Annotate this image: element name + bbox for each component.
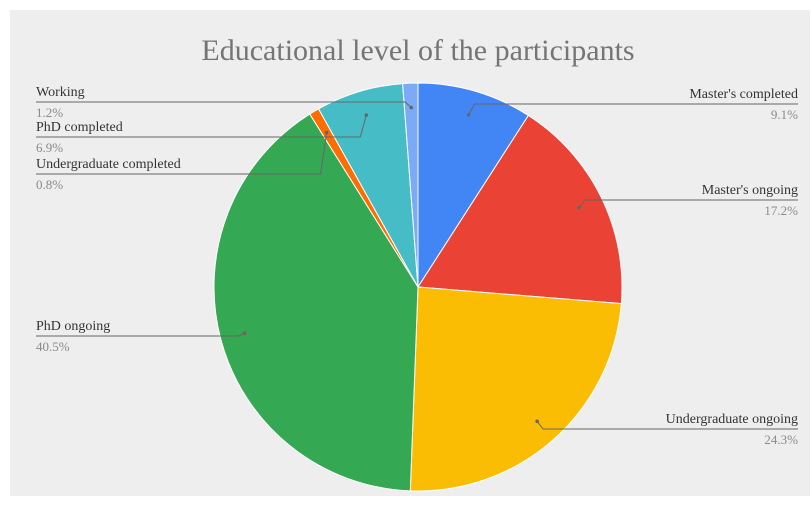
slice-percent: 24.3% bbox=[764, 432, 798, 447]
pie-slice bbox=[213, 113, 419, 492]
slice-percent: 0.8% bbox=[36, 177, 63, 192]
leader-line bbox=[468, 103, 798, 116]
leader-dot bbox=[409, 105, 414, 110]
leader-dot bbox=[364, 113, 369, 117]
slice-percent: 17.2% bbox=[764, 203, 798, 218]
leader-line bbox=[36, 114, 367, 138]
slice-percent: 1.2% bbox=[36, 105, 63, 120]
slice-label: PhD ongoing bbox=[36, 319, 110, 334]
pie-slice bbox=[402, 82, 419, 288]
slice-label: Master's completed bbox=[689, 87, 798, 102]
pie-slice bbox=[417, 82, 530, 289]
slice-label: Working bbox=[36, 85, 85, 100]
slice-percent: 9.1% bbox=[771, 107, 798, 122]
slice-labels: Master's completed 9.1% Master's ongoing 17… bbox=[36, 85, 798, 447]
leader-dot bbox=[535, 419, 539, 424]
leader-line bbox=[536, 420, 798, 430]
leader-line bbox=[36, 101, 412, 108]
slice-label: PhD completed bbox=[36, 120, 123, 135]
slice-label: Master's ongoing bbox=[702, 183, 798, 198]
leader-dot bbox=[466, 112, 471, 117]
pie-slices bbox=[213, 82, 623, 492]
slice-label: Undergraduate ongoing bbox=[666, 412, 798, 427]
chart-title: Educational level of the participants bbox=[201, 34, 634, 67]
leader-line bbox=[36, 132, 328, 175]
slice-percent: 40.5% bbox=[36, 339, 70, 354]
leader-dot bbox=[324, 130, 329, 135]
leader-line bbox=[578, 199, 798, 208]
pie-slice bbox=[409, 286, 622, 492]
leader-dot bbox=[242, 331, 247, 336]
pie-slice bbox=[417, 114, 623, 305]
leader-dot bbox=[577, 205, 581, 210]
slice-label: Undergraduate completed bbox=[36, 157, 181, 172]
leader-line bbox=[36, 332, 245, 337]
slice-percent: 6.9% bbox=[36, 140, 63, 155]
